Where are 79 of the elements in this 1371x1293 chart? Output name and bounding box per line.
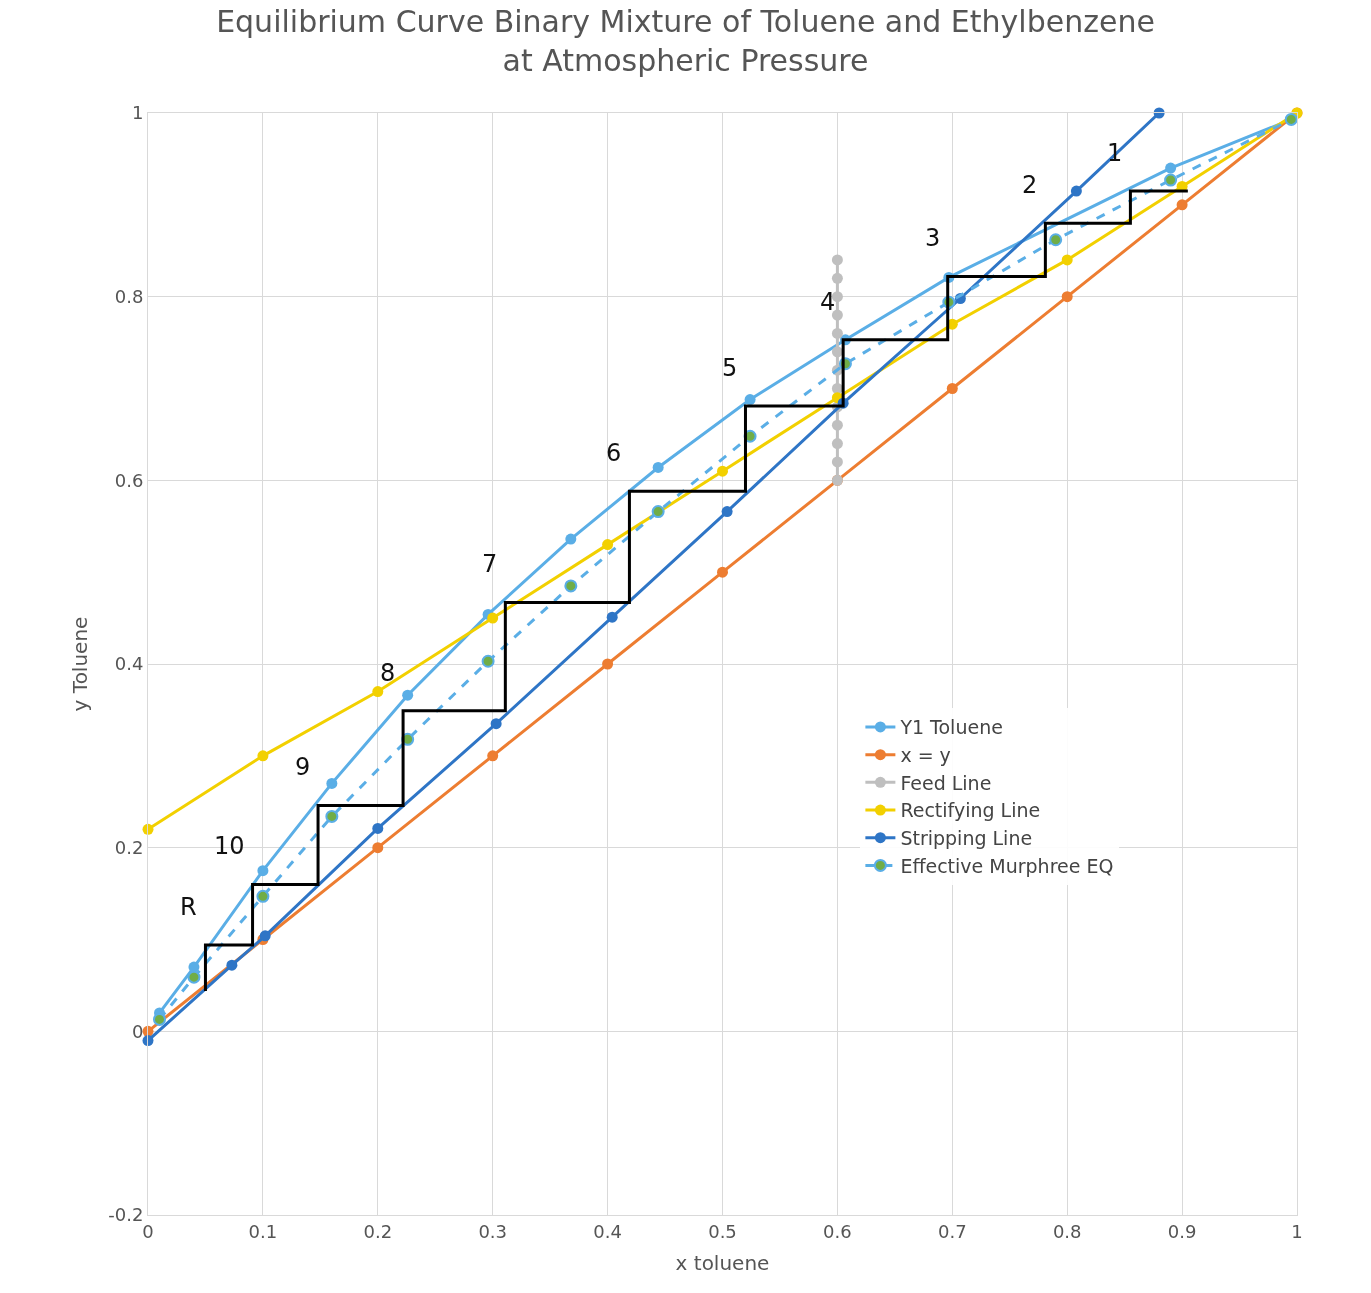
point [372, 842, 384, 854]
legend-label: Rectifying Line [900, 799, 1041, 822]
x-tick-label: 0.4 [593, 1220, 622, 1242]
point [1061, 291, 1073, 303]
x-tick-label: 0.3 [478, 1220, 508, 1242]
x-tick-label: 0.1 [248, 1220, 278, 1242]
point [481, 654, 495, 668]
annotation: 7 [482, 550, 498, 578]
point [1176, 199, 1188, 211]
legend-label: x = y [900, 744, 951, 767]
point [1070, 185, 1082, 197]
y-tick-label: 0.2 [114, 836, 144, 858]
point [717, 566, 728, 578]
point [257, 750, 269, 762]
x-tick-label: 0.9 [1167, 1220, 1197, 1242]
y-tick-label: 0 [131, 1020, 144, 1042]
x-tick-label: 0.8 [1052, 1220, 1082, 1242]
point [326, 777, 338, 789]
point [487, 750, 499, 762]
y-tick-label: -0.2 [108, 1204, 144, 1226]
point [831, 254, 843, 266]
point [831, 327, 843, 339]
annotation: 6 [606, 439, 622, 467]
point [606, 611, 618, 623]
point [325, 809, 339, 823]
x-tick-label: 1 [1291, 1220, 1303, 1242]
point [490, 718, 502, 730]
point [487, 612, 499, 624]
point [717, 465, 728, 477]
point [831, 456, 843, 468]
legend-label: Y1 Toluene [899, 716, 1003, 739]
legend-label: Stripping Line [900, 827, 1033, 850]
point [1164, 173, 1178, 187]
point [1165, 162, 1177, 174]
x-tick-label: 0.7 [937, 1220, 967, 1242]
y-tick-label: 1 [131, 102, 144, 124]
point [257, 865, 269, 877]
annotation: 2 [1022, 171, 1038, 199]
point [602, 658, 614, 670]
point [256, 889, 270, 903]
point [1049, 233, 1063, 247]
x-tick-label: 0.6 [823, 1220, 852, 1242]
point [831, 419, 843, 431]
point [564, 579, 578, 593]
annotation: 5 [722, 354, 738, 382]
x-tick-label: 0.2 [363, 1220, 393, 1242]
point [226, 959, 238, 971]
y-tick-label: 0.6 [114, 469, 144, 491]
point [565, 533, 577, 545]
point [831, 272, 843, 284]
legend-label: Effective Murphree EQ [900, 854, 1114, 877]
y-tick-label: 0.4 [114, 653, 144, 675]
point [744, 394, 756, 406]
annotation: R [180, 893, 197, 921]
point [1061, 254, 1073, 266]
annotation: 8 [380, 659, 396, 687]
point [402, 689, 414, 701]
point [721, 506, 733, 518]
annotation: 3 [925, 224, 941, 252]
annotation: 10 [214, 832, 245, 860]
point [946, 383, 958, 394]
point [651, 505, 665, 519]
point [831, 346, 843, 358]
x-tick-label: 0.5 [708, 1220, 737, 1242]
x-axis-title: x toluene [675, 1251, 770, 1276]
legend-label: Feed Line [900, 771, 992, 794]
annotation: 9 [295, 753, 311, 781]
y-axis-title: y Toluene [67, 616, 92, 712]
point [259, 930, 271, 942]
y-tick-label: 0.8 [114, 285, 144, 307]
point [187, 970, 201, 984]
point [831, 309, 843, 321]
point [652, 461, 664, 473]
annotation: 4 [820, 288, 836, 316]
point [372, 822, 384, 834]
point [831, 438, 843, 450]
point [602, 539, 614, 551]
point [372, 686, 384, 698]
chart-title: Equilibrium Curve Binary Mixture of Toluene and Ethylbenzene at Atmospheric Pressure [216, 4, 1155, 79]
